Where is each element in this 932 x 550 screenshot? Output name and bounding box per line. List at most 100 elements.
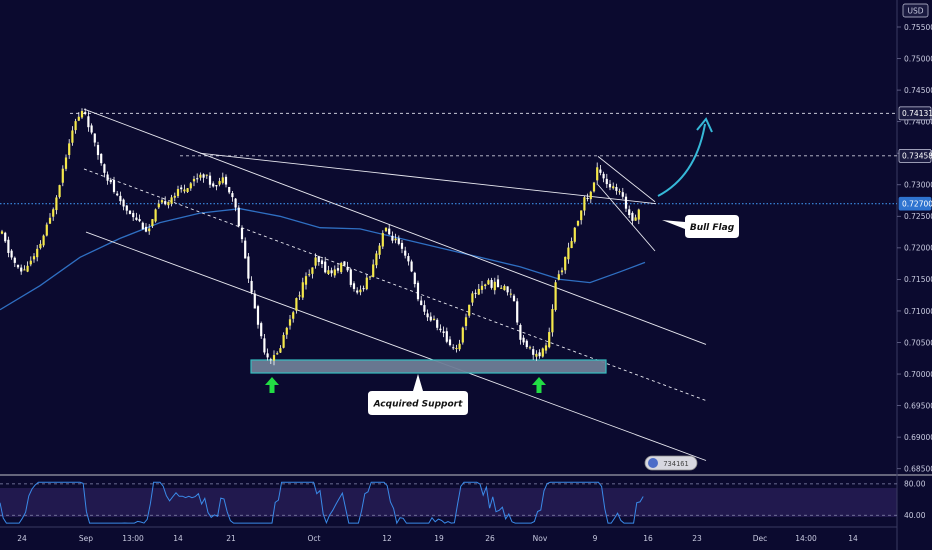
bull-flag-upper-line[interactable] bbox=[597, 156, 656, 203]
candle-body bbox=[292, 312, 295, 319]
candle-body bbox=[474, 292, 477, 294]
candle-body bbox=[42, 235, 45, 246]
candle-body bbox=[448, 339, 452, 346]
candle-body bbox=[343, 261, 346, 266]
price-tick-label: 0.74500 bbox=[904, 86, 932, 95]
support-callout[interactable]: Acquired Support bbox=[368, 374, 468, 415]
candle-body bbox=[109, 179, 112, 183]
time-tick-label: 19 bbox=[434, 534, 444, 543]
candle-body bbox=[596, 167, 599, 181]
candle-body bbox=[196, 178, 199, 180]
candle-body bbox=[202, 174, 205, 178]
candle-body bbox=[519, 324, 522, 340]
candle-body bbox=[228, 186, 231, 193]
time-tick-label: Sep bbox=[79, 534, 93, 543]
candle-body bbox=[573, 227, 576, 242]
bull-flag-callout[interactable]: Bull Flag bbox=[662, 215, 739, 238]
candle-body bbox=[634, 217, 637, 221]
candle-body bbox=[237, 207, 240, 227]
price-badge[interactable] bbox=[898, 196, 932, 211]
time-axis[interactable]: 24 Sep 13:00 14 21 Oct 12 19 26 Nov 9 16 23 Dec 14:00 1… bbox=[17, 534, 858, 543]
price-badge[interactable] bbox=[898, 149, 932, 163]
candle-body bbox=[324, 261, 327, 273]
candle-body bbox=[26, 265, 29, 272]
candles-layer bbox=[0, 108, 640, 366]
candle-body bbox=[525, 340, 528, 348]
candle-body bbox=[359, 289, 362, 293]
candle-body bbox=[244, 240, 247, 259]
candle-body bbox=[391, 235, 394, 241]
candle-body bbox=[442, 331, 445, 333]
candle-body bbox=[189, 183, 192, 189]
candle-body bbox=[516, 301, 519, 323]
price-badge-label: 0.74131 bbox=[902, 109, 932, 118]
rsi-tick-label: 40.00 bbox=[904, 511, 926, 520]
resistance-trendline[interactable] bbox=[199, 152, 657, 205]
candle-body bbox=[256, 306, 260, 325]
candle-body bbox=[52, 209, 55, 217]
candle-body bbox=[368, 276, 372, 278]
candle-body bbox=[346, 266, 349, 271]
candle-body bbox=[77, 116, 80, 121]
candle-body bbox=[362, 288, 365, 290]
candle-body bbox=[199, 174, 202, 178]
time-tick-label: 23 bbox=[692, 534, 702, 543]
candle-body bbox=[298, 295, 301, 297]
candle-body bbox=[468, 304, 471, 316]
candle-body bbox=[567, 247, 570, 260]
candle-body bbox=[93, 133, 96, 143]
candle-body bbox=[544, 345, 548, 351]
candle-body bbox=[436, 319, 439, 328]
price-axis[interactable]: 0.755000.750000.745000.740000.735000.730… bbox=[897, 23, 932, 474]
channel-lower-trendline[interactable] bbox=[85, 231, 707, 461]
price-badge-label: 0.73458 bbox=[902, 152, 932, 161]
candle-body bbox=[320, 260, 324, 265]
candle-body bbox=[503, 285, 506, 291]
candle-body bbox=[247, 256, 250, 279]
candle-body bbox=[557, 274, 560, 280]
moving-average-layer bbox=[0, 208, 646, 311]
candle-body bbox=[288, 319, 292, 326]
candle-body bbox=[295, 298, 298, 311]
candle-body bbox=[180, 187, 183, 190]
candle-body bbox=[317, 256, 320, 263]
candle-body bbox=[464, 317, 468, 326]
candle-body bbox=[388, 228, 391, 235]
candle-body bbox=[621, 192, 624, 197]
candle-body bbox=[64, 157, 68, 169]
candle-body bbox=[234, 198, 237, 208]
candle-body bbox=[500, 287, 503, 289]
candle-body bbox=[586, 198, 589, 200]
candle-body bbox=[266, 353, 269, 358]
candle-body bbox=[128, 210, 132, 214]
candle-body bbox=[407, 256, 410, 262]
candle-body bbox=[349, 269, 352, 285]
candle-body bbox=[605, 178, 608, 185]
bull-flag-lower-line[interactable] bbox=[597, 184, 656, 252]
price-badge[interactable] bbox=[898, 106, 932, 121]
candle-body bbox=[416, 282, 420, 300]
candle-body bbox=[496, 279, 500, 288]
candle-body bbox=[55, 197, 58, 211]
support-zone[interactable] bbox=[250, 359, 607, 374]
candle-body bbox=[272, 355, 276, 361]
rsi-tick-label: 80.00 bbox=[904, 480, 926, 489]
candle-body bbox=[493, 281, 496, 291]
candle-body bbox=[372, 264, 375, 277]
candle-body bbox=[218, 181, 221, 185]
candle-body bbox=[221, 177, 224, 183]
candle-body bbox=[103, 164, 106, 173]
currency-badge[interactable]: USD bbox=[902, 3, 929, 18]
price-tick-label: 0.70000 bbox=[904, 370, 932, 379]
levels-layer bbox=[0, 112, 897, 205]
candle-body bbox=[365, 277, 368, 290]
channel-upper-trendline[interactable] bbox=[83, 108, 707, 345]
candle-body bbox=[90, 125, 93, 133]
forecast-arrowhead-icon bbox=[696, 117, 713, 133]
time-tick-label: 14 bbox=[173, 534, 183, 543]
candle-body bbox=[631, 212, 634, 221]
candle-body bbox=[400, 242, 404, 249]
candle-body bbox=[455, 348, 458, 350]
